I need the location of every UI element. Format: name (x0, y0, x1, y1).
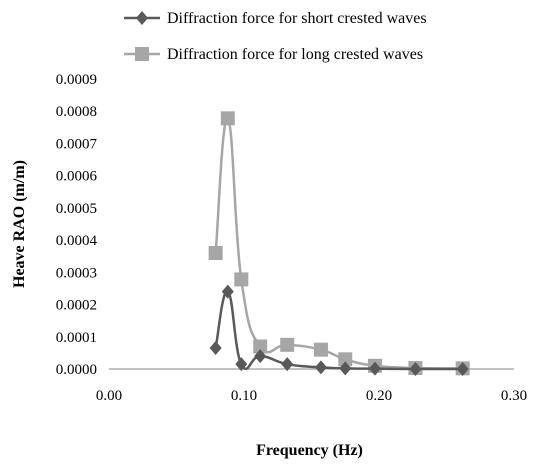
square-data-point (253, 339, 268, 354)
x-tick-label: 0.10 (231, 388, 257, 404)
y-tick-label: 0.0005 (56, 201, 97, 217)
diamond-data-point (368, 361, 381, 376)
y-tick-label: 0.0004 (56, 233, 98, 249)
y-tick-label: 0.0001 (56, 330, 97, 346)
legend: Diffraction force for short crested wave… (124, 10, 427, 63)
diamond-data-point (235, 357, 248, 372)
square-data-point (338, 352, 353, 367)
square-data-point (234, 272, 249, 287)
y-axis-title: Heave RAO (m/m) (11, 160, 28, 288)
series-line (214, 117, 463, 370)
y-tick-label: 0.0006 (56, 169, 98, 185)
legend-label: Diffraction force for short crested wave… (167, 10, 427, 27)
series-long-crested (208, 111, 470, 376)
diamond-data-point (456, 362, 469, 376)
legend-label: Diffraction force for long crested waves (167, 46, 423, 63)
y-tick-label: 0.0007 (56, 136, 98, 152)
diamond-data-point (339, 361, 352, 376)
diamond-data-point (281, 357, 294, 372)
y-tick-label: 0.0002 (56, 298, 97, 314)
y-tick-label: 0.0003 (56, 265, 97, 281)
y-tick-label: 0.0009 (56, 72, 97, 88)
legend-item: Diffraction force for long crested waves (124, 46, 423, 63)
series-short-crested (209, 284, 469, 376)
x-tick-label: 0.20 (366, 388, 392, 404)
square-data-point (313, 342, 328, 357)
series-layer (208, 111, 470, 376)
diamond-data-point (221, 284, 234, 299)
x-tick-label: 0.00 (96, 388, 122, 404)
square-data-point (280, 337, 295, 352)
x-tick-label: 0.30 (501, 388, 527, 404)
y-tick-label: 0.0008 (56, 104, 97, 120)
series-line (214, 290, 463, 371)
y-axis-ticks: 0.0000 0.0001 0.0002 0.0003 0.0004 0.0005 0.00… (56, 72, 98, 378)
square-data-point (220, 111, 235, 126)
square-data-point (208, 246, 223, 260)
y-tick-label: 0.0000 (56, 362, 97, 378)
diamond-data-point (254, 349, 267, 364)
diamond-data-point (409, 362, 422, 376)
legend-item: Diffraction force for short crested wave… (124, 10, 427, 27)
legend-square-marker (135, 47, 149, 61)
x-axis-ticks: 0.00 0.10 0.20 0.30 (96, 388, 527, 404)
x-axis-title: Frequency (Hz) (256, 442, 363, 459)
diamond-data-point (314, 360, 327, 375)
legend-diamond-marker (136, 11, 148, 25)
diamond-data-point (209, 341, 222, 356)
